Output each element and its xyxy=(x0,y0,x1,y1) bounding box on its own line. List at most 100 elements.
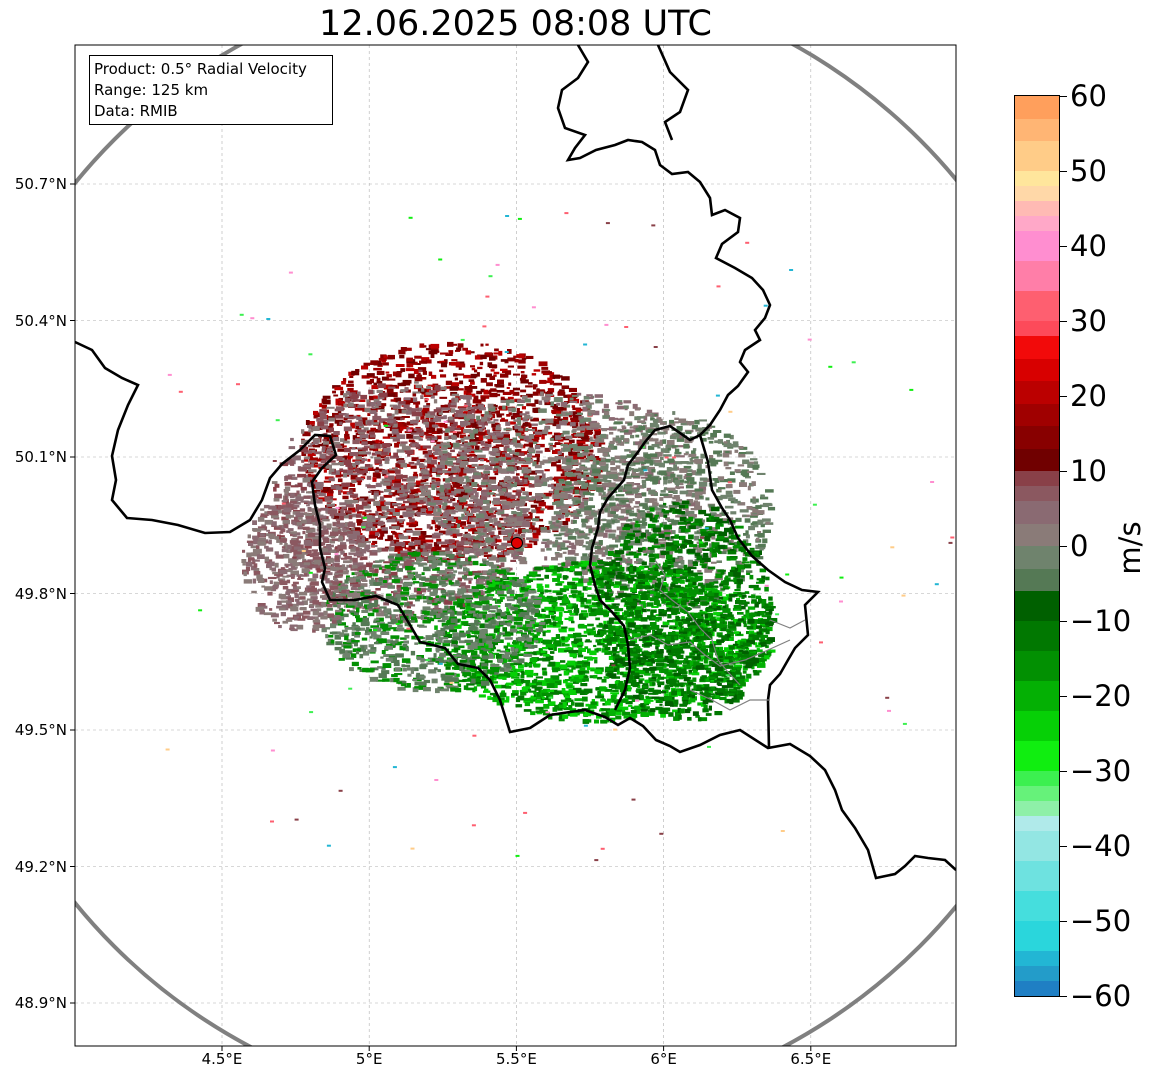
echo-pixel xyxy=(583,533,588,538)
echo-pixel xyxy=(560,526,566,532)
echo-pixel xyxy=(641,476,649,479)
echo-pixel xyxy=(548,602,558,605)
echo-pixel xyxy=(666,487,676,491)
echo-pixel xyxy=(357,580,361,585)
echo-pixel xyxy=(564,541,571,544)
echo-pixel xyxy=(578,504,585,509)
echo-pixel xyxy=(433,542,440,547)
echo-pixel xyxy=(660,713,666,718)
echo-pixel xyxy=(440,404,450,409)
echo-pixel xyxy=(462,347,468,351)
echo-pixel xyxy=(416,480,423,485)
echo-pixel xyxy=(608,482,616,488)
echo-pixel xyxy=(483,479,493,484)
echo-pixel xyxy=(372,477,377,482)
echo-pixel xyxy=(441,407,450,411)
echo-pixel xyxy=(482,558,487,562)
echo-pixel xyxy=(649,453,658,458)
echo-pixel xyxy=(506,401,510,406)
echo-pixel xyxy=(524,428,529,432)
echo-pixel xyxy=(532,530,537,533)
echo-pixel xyxy=(726,494,734,498)
echo-pixel xyxy=(366,501,371,505)
echo-pixel xyxy=(284,490,289,495)
echo-pixel xyxy=(535,453,540,458)
echo-pixel xyxy=(480,378,487,383)
echo-pixel xyxy=(627,557,631,562)
echo-pixel xyxy=(435,422,443,427)
echo-pixel xyxy=(348,393,352,398)
echo-pixel xyxy=(582,401,591,406)
echo-pixel xyxy=(650,498,658,502)
echo-pixel xyxy=(541,396,551,401)
echo-pixel xyxy=(486,411,492,417)
echo-pixel xyxy=(705,461,709,464)
echo-pixel xyxy=(315,485,323,490)
echo-pixel xyxy=(685,492,693,497)
echo-pixel xyxy=(394,548,403,552)
echo-pixel xyxy=(312,494,319,499)
echo-pixel xyxy=(716,453,723,457)
echo-pixel xyxy=(455,476,465,481)
echo-pixel xyxy=(636,485,645,489)
echo-pixel xyxy=(588,497,594,501)
echo-pixel xyxy=(689,458,693,461)
echo-pixel xyxy=(329,423,334,427)
echo-pixel xyxy=(429,495,433,500)
echo-pixel xyxy=(463,507,467,511)
echo-pixel xyxy=(377,425,382,431)
echo-pixel xyxy=(350,494,357,498)
echo-pixel xyxy=(675,461,683,465)
echo-pixel xyxy=(483,471,491,474)
echo-pixel xyxy=(356,416,363,421)
echo-pixel xyxy=(673,432,680,438)
echo-pixel xyxy=(633,462,641,465)
echo-pixel xyxy=(492,523,500,526)
echo-pixel xyxy=(610,467,617,471)
echo-pixel xyxy=(668,490,674,493)
echo-pixel xyxy=(406,601,413,606)
echo-pixel xyxy=(416,459,421,464)
echo-pixel xyxy=(425,416,430,422)
echo-pixel xyxy=(619,468,625,472)
echo-pixel xyxy=(402,511,408,517)
echo-pixel xyxy=(617,428,625,432)
echo-pixel xyxy=(497,489,503,492)
echo-pixel xyxy=(551,526,559,530)
echo-pixel xyxy=(460,504,465,509)
echo-pixel xyxy=(743,533,748,536)
echo-pixel xyxy=(431,485,436,490)
echo-pixel xyxy=(528,491,532,496)
echo-pixel xyxy=(495,384,505,388)
echo-pixel xyxy=(376,506,382,512)
echo-pixel xyxy=(483,554,493,557)
echo-pixel xyxy=(632,487,641,490)
echo-pixel xyxy=(552,529,559,533)
echo-pixel xyxy=(686,499,693,504)
echo-pixel xyxy=(604,480,612,483)
echo-pixel xyxy=(520,371,525,374)
echo-pixel xyxy=(671,520,679,525)
echo-pixel xyxy=(479,499,484,504)
echo-pixel xyxy=(356,467,363,472)
echo-pixel xyxy=(560,547,569,550)
echo-pixel xyxy=(456,425,465,431)
echo-pixel xyxy=(601,551,606,557)
echo-pixel xyxy=(405,486,414,490)
echo-pixel xyxy=(584,459,590,463)
echo-pixel xyxy=(282,519,290,525)
echo-pixel xyxy=(635,443,640,446)
echo-pixel xyxy=(474,519,479,523)
echo-pixel xyxy=(644,507,651,511)
echo-pixel xyxy=(553,382,562,386)
echo-pixel xyxy=(469,429,477,434)
echo-pixel xyxy=(331,462,340,466)
echo-pixel xyxy=(478,510,487,516)
echo-pixel xyxy=(457,521,466,525)
echo-pixel xyxy=(658,512,666,516)
echo-pixel xyxy=(592,473,601,477)
echo-pixel xyxy=(482,464,489,468)
echo-pixel xyxy=(444,470,452,474)
echo-pixel xyxy=(339,485,349,490)
echo-pixel xyxy=(538,361,548,367)
